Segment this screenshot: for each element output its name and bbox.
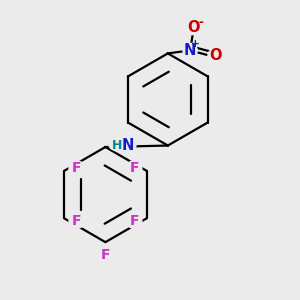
Text: F: F xyxy=(129,214,139,228)
Text: F: F xyxy=(72,214,82,228)
Text: N: N xyxy=(184,43,196,58)
Text: H: H xyxy=(112,139,122,152)
Circle shape xyxy=(98,247,113,262)
Circle shape xyxy=(69,161,84,176)
Text: F: F xyxy=(72,161,82,176)
Text: N: N xyxy=(122,138,134,153)
Circle shape xyxy=(183,43,197,58)
Text: -: - xyxy=(198,16,203,29)
Circle shape xyxy=(69,213,84,229)
Circle shape xyxy=(126,161,142,176)
Circle shape xyxy=(208,49,222,63)
Circle shape xyxy=(126,213,142,229)
Text: +: + xyxy=(191,39,200,49)
Text: O: O xyxy=(209,48,221,63)
Text: F: F xyxy=(101,248,110,262)
Ellipse shape xyxy=(109,140,136,152)
Text: F: F xyxy=(129,161,139,176)
Text: O: O xyxy=(187,20,199,35)
Circle shape xyxy=(186,20,200,35)
